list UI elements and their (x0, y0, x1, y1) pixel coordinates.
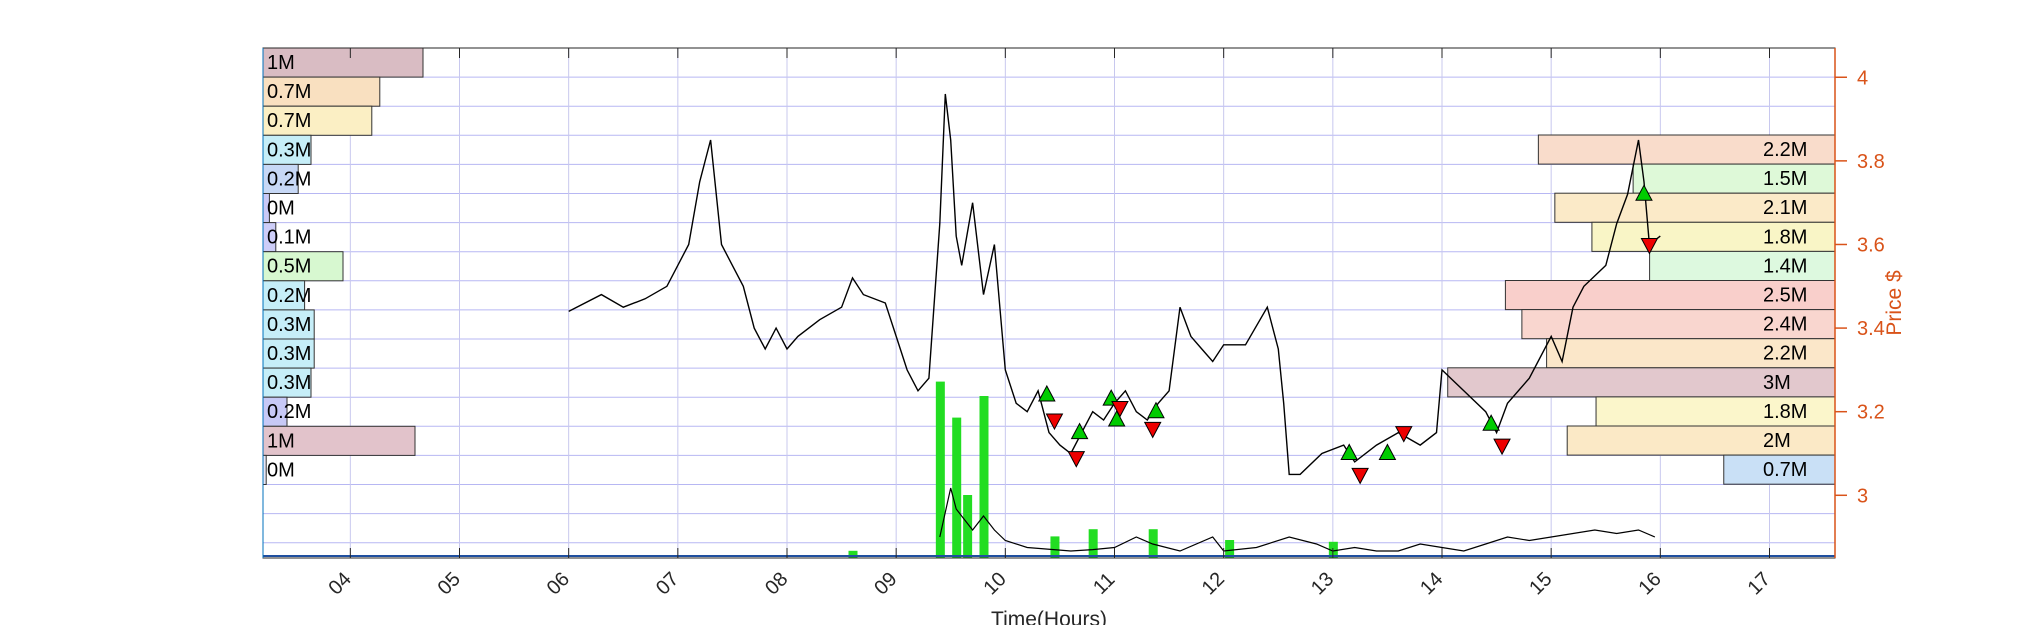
volume-profile-right-label: 2.5M (1763, 285, 1807, 307)
x-tick-label: 07 (652, 568, 683, 599)
x-tick-label: 06 (543, 568, 574, 599)
volume-profile-left-label: 0.7M (267, 110, 311, 132)
volume-profile-left-label: 0.3M (267, 343, 311, 365)
trade-signals (1037, 184, 1659, 485)
volume-profile-right-bar (1632, 163, 1836, 194)
x-tick-label: 13 (1307, 568, 1338, 599)
x-tick-label: 14 (1416, 568, 1447, 599)
volume-profile-left-label: 0.1M (267, 227, 311, 249)
volume-profile-right-label: 3M (1763, 372, 1791, 394)
volume-profile-right-label: 0.7M (1763, 459, 1807, 481)
volume-profile-right-label: 2.2M (1763, 343, 1807, 365)
volume-profile-right-label: 1.8M (1763, 401, 1807, 423)
x-axis-title: Time(Hours) (991, 608, 1107, 625)
y-axis-title: Price $ (1883, 270, 1906, 336)
volume-profile-left-bar (262, 309, 315, 340)
volume-profile-right-bar (1447, 367, 1836, 398)
volume-profile-right-label: 2.4M (1763, 314, 1807, 336)
volume-profile-left-label: 0.5M (267, 256, 311, 278)
price-line (568, 93, 1661, 476)
sell-signal-marker (1143, 421, 1162, 439)
buy-signal-marker (1107, 409, 1126, 427)
volume-profile-left-label: 1M (267, 52, 295, 74)
volume-profile-left-bar (262, 396, 288, 427)
volume-profile-left-label: 0M (267, 198, 295, 220)
sell-signal-marker (1045, 413, 1064, 431)
y-tick-label: 3.4 (1857, 318, 1885, 340)
volume-profile-left-label: 0.2M (267, 401, 311, 423)
sell-signal-marker (1351, 467, 1369, 485)
buy-signal-marker (1635, 184, 1653, 201)
sell-signal-marker (1493, 438, 1511, 456)
volume-profile-left-label: 0.2M (267, 168, 311, 190)
buy-signal-marker (1378, 443, 1397, 460)
x-tick-label: 11 (1089, 569, 1119, 599)
volume-bar (1225, 540, 1235, 558)
volume-profile-left-label: 0.3M (267, 372, 311, 394)
volume-profile-right-bar (1649, 250, 1836, 281)
volume-profile-right-bar (1723, 454, 1836, 485)
volume-line (939, 487, 1656, 552)
volume-profile-right-label: 1.5M (1763, 168, 1807, 190)
x-tick-label: 10 (979, 568, 1010, 599)
x-tick-label: 16 (1634, 568, 1665, 599)
buy-signal-marker (1147, 401, 1165, 419)
volume-profile-left-bar (262, 105, 373, 136)
volume-bar (1088, 529, 1098, 558)
volume-profile-right-label: 2.2M (1763, 139, 1807, 161)
buy-signal-marker (1340, 443, 1359, 460)
volume-profile-right-label: 1.4M (1763, 255, 1807, 277)
volume-profile-right-bar (1566, 425, 1836, 456)
x-tick-label: 15 (1525, 568, 1556, 599)
price-series (568, 93, 1661, 476)
y-tick-label: 3.2 (1857, 402, 1885, 424)
x-tick-label: 17 (1744, 568, 1775, 599)
volume-profile-left-bar (262, 367, 312, 398)
x-tick-label: 09 (870, 568, 901, 599)
volume-profile-left-bar (262, 280, 306, 311)
volume-profile-left-label: 0.3M (267, 314, 311, 336)
x-tick-label: 12 (1198, 568, 1229, 599)
volume-profile-right-bar (1595, 396, 1836, 427)
volume-profile-left-bar (262, 338, 315, 369)
volume-bar (979, 396, 989, 558)
volume-profile-left-label: 0.3M (267, 139, 311, 161)
buy-signal-marker (1070, 422, 1089, 440)
sell-signal-marker (1640, 237, 1659, 255)
buy-signal-marker (1037, 384, 1056, 402)
volume-profile-left-bar (262, 163, 299, 194)
volume-profile-right-label: 2.1M (1763, 197, 1807, 219)
volume-bar (963, 495, 973, 558)
sell-signal-marker (1067, 451, 1086, 468)
volume-profile-right-label: 1.8M (1763, 226, 1807, 248)
sell-signal-marker (1111, 401, 1129, 418)
volume-bar (848, 550, 858, 558)
volume-profile-left-label: 0M (267, 459, 295, 481)
sell-signal-marker (1394, 426, 1413, 443)
volume-profile-left-label: 1M (267, 430, 295, 452)
y-tick-label: 3 (1857, 485, 1868, 507)
volume-profile-left-label: 0.7M (267, 81, 311, 103)
volume-profile-left-bar (262, 251, 344, 282)
y-tick-label: 4 (1857, 67, 1868, 89)
volume-line (263, 487, 1835, 557)
y-tick-label: 3.8 (1857, 151, 1885, 173)
volume-bar (952, 417, 962, 558)
x-tick-label: 08 (761, 568, 792, 599)
y-tick-label: 3.6 (1857, 234, 1885, 256)
y-axis-ticks: 3 3.2 3.4 3.6 3.8 4 (1835, 67, 1885, 507)
volume-profile-left-label: 0.2M (267, 285, 311, 307)
volume-profile-right-label: 2M (1763, 430, 1791, 452)
volume-profile-right: 2.2M 1.5M 2.1M 1.8M 1.4M 2.5M 2.4M 2.2M 3M 1.8M 2M… (1447, 134, 1836, 485)
volume-bar (1050, 536, 1060, 558)
x-tick-label: 05 (434, 568, 465, 599)
x-tick-label: 04 (324, 568, 355, 599)
buy-signal-marker (1482, 414, 1500, 431)
volume-bar (935, 381, 945, 558)
